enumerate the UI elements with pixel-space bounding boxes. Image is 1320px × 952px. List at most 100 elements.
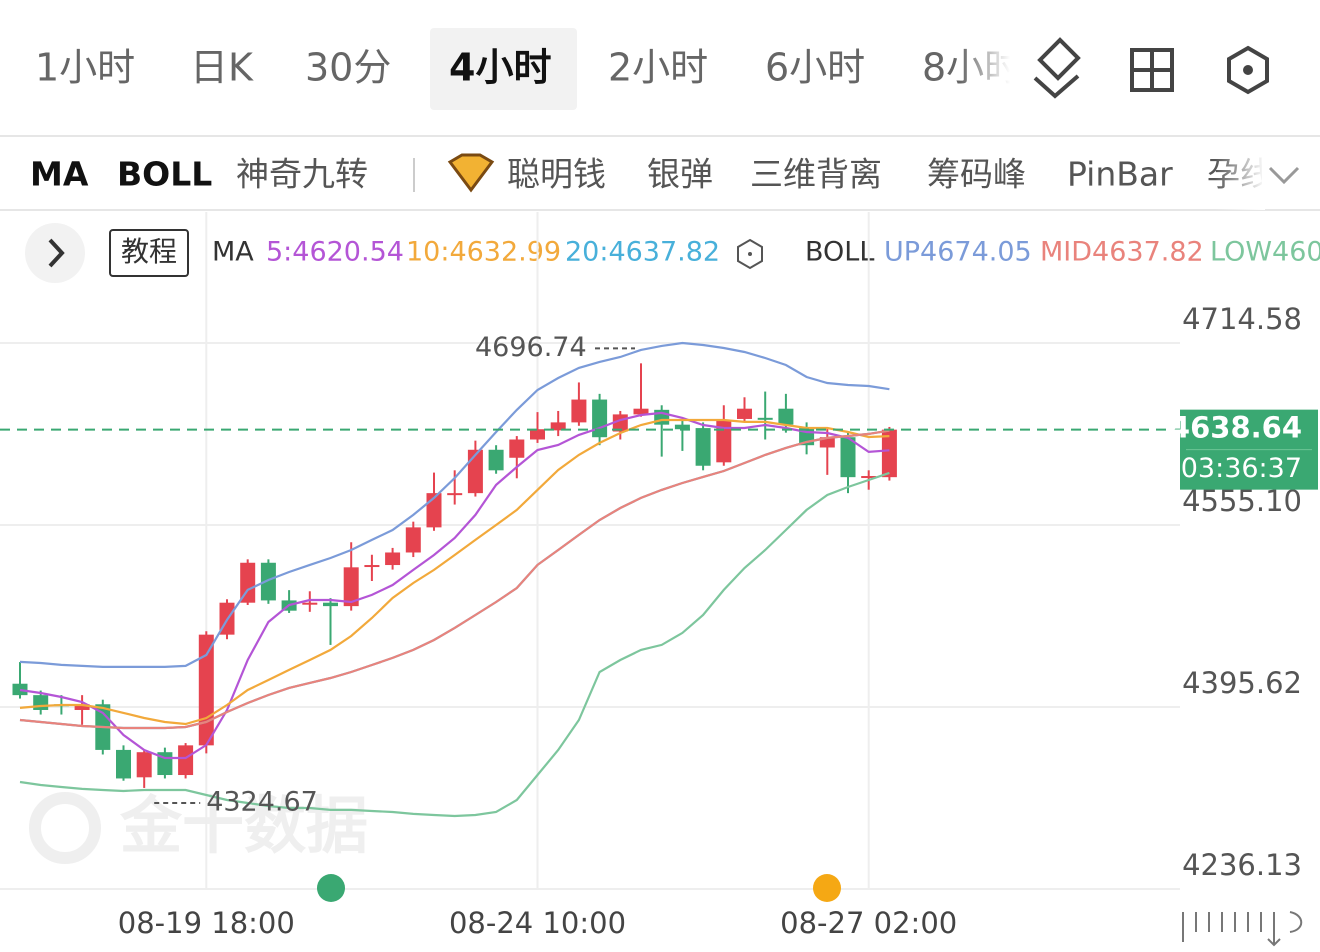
collapse-button[interactable]	[25, 223, 85, 283]
settings-icon[interactable]	[1227, 45, 1269, 95]
settings-icon-dot	[1243, 65, 1253, 75]
tutorial-box[interactable]	[109, 229, 189, 277]
selected-tab-bg	[430, 28, 577, 110]
candle-body	[571, 399, 587, 423]
y-tick-label: 4714.58	[1182, 302, 1302, 336]
chevron	[48, 238, 65, 268]
gem-icon	[447, 153, 495, 193]
candle-body	[592, 399, 608, 438]
watermark-text: 金十数据	[119, 789, 368, 862]
candle-body	[861, 476, 877, 479]
candle-body	[716, 420, 732, 463]
more-chevron[interactable]	[1268, 166, 1300, 185]
candle-body	[343, 567, 359, 607]
candle-body	[178, 745, 194, 776]
ma-settings-icon[interactable]	[737, 238, 763, 270]
candle-body	[530, 429, 545, 440]
candle-body	[302, 602, 318, 605]
event-dot[interactable]	[317, 874, 345, 902]
y-tick-label: 4555.10	[1182, 484, 1302, 518]
tab-fade	[960, 30, 1010, 110]
candle-body	[674, 424, 690, 430]
chart: MA 5:4620.54 10:4632.99 20:4637.82 BOLL UP467…	[0, 212, 1320, 940]
ma-settings-dot	[748, 252, 752, 256]
indicator-tab[interactable]: PinBar	[1067, 155, 1173, 194]
candle-body	[778, 408, 794, 425]
scroll-icon[interactable]	[1182, 911, 1303, 947]
indicator-line	[19, 411, 890, 760]
indicator-line	[19, 429, 890, 730]
indicator-legend-value: 20:4637.82	[565, 237, 720, 268]
indicator-tab[interactable]: 三维背离	[750, 155, 882, 194]
indicator-tabs: MABOLL神奇九转聪明钱银弹三维背离筹码峰PinBar孕线	[30, 155, 1262, 194]
draw-icon[interactable]	[1033, 37, 1081, 99]
watermark: 金十数据	[29, 789, 368, 864]
candle-body	[757, 417, 773, 420]
indicator-tab[interactable]: 筹码峰	[927, 155, 1026, 194]
indicator-tab[interactable]: 银弹	[647, 155, 713, 194]
indicator-tab[interactable]: BOLL	[117, 155, 212, 194]
candle-body	[633, 408, 649, 415]
candle-body	[198, 634, 214, 746]
indicator-tab[interactable]: 神奇九转	[236, 155, 368, 194]
indicator-line	[19, 341, 890, 668]
scroll-icon-shape	[1182, 911, 1303, 947]
high-marker-label: 4696.74	[475, 332, 587, 363]
indicator-fade	[1215, 140, 1265, 210]
candle-body	[550, 422, 566, 431]
candle-body	[116, 749, 131, 779]
candle-body	[405, 527, 421, 553]
timeframe-tab[interactable]: 6小时	[765, 46, 865, 90]
candle-body	[33, 695, 49, 710]
candle-body	[136, 752, 152, 778]
indicator-legend-name: BOLL	[805, 237, 874, 268]
candle-body	[385, 552, 401, 566]
candle-body	[240, 562, 256, 603]
timeframe-tab[interactable]: 日K	[190, 46, 254, 90]
x-tick-label: 08-24 10:00	[449, 906, 626, 940]
indicator-legend-value: LOW460	[1210, 237, 1320, 268]
candle-body	[364, 565, 380, 568]
toolbar-icons	[1033, 37, 1269, 99]
indicator-line	[19, 471, 890, 818]
candle-body	[12, 683, 28, 696]
indicator-legend-value: MID4637.82	[1040, 237, 1204, 268]
indicator-legend-value: 10:4632.99	[406, 237, 561, 268]
candle-body	[881, 429, 897, 478]
candle-body	[509, 439, 525, 458]
countdown-label: 03:36:37	[1181, 453, 1302, 484]
indicator-tab[interactable]: 聪明钱	[507, 155, 606, 194]
layout-icon[interactable]	[1130, 48, 1174, 92]
candle-body	[695, 428, 711, 466]
candle-body	[819, 437, 835, 448]
timeframe-tab[interactable]: 2小时	[608, 46, 708, 90]
indicator-line	[19, 418, 890, 726]
indicator-legend-value: UP4674.05	[884, 237, 1032, 268]
y-tick-label: 4236.13	[1182, 848, 1302, 882]
candle-body	[488, 449, 504, 471]
x-tick-label: 08-27 02:00	[780, 906, 957, 940]
last-price-label: 4638.64	[1170, 411, 1302, 445]
candle-body	[447, 493, 463, 496]
candle-body	[323, 602, 338, 607]
candle-body	[737, 408, 752, 419]
indicator-tab[interactable]: MA	[30, 155, 89, 194]
indicator-legend-value: 5:4620.54	[266, 237, 404, 268]
candle-body	[74, 704, 90, 710]
y-tick-label: 4395.62	[1182, 666, 1302, 700]
tutorial-label[interactable]: 教程	[121, 235, 177, 268]
x-tick-label: 08-19 18:00	[118, 906, 295, 940]
low-marker-label: 4324.67	[206, 786, 318, 817]
candle-body	[840, 437, 856, 478]
timeframe-tab[interactable]: 30分	[305, 46, 391, 90]
watermark-logo	[29, 792, 101, 864]
timeframe-tab[interactable]: 1小时	[35, 46, 135, 90]
indicator-legend-name: MA	[212, 237, 254, 268]
event-dot[interactable]	[813, 874, 841, 902]
candle-body	[260, 562, 276, 601]
timeframe-tab[interactable]: 4小时	[449, 46, 551, 90]
timeframe-tabs: 1小时日K30分4小时2小时6小时8小时	[35, 28, 1010, 110]
